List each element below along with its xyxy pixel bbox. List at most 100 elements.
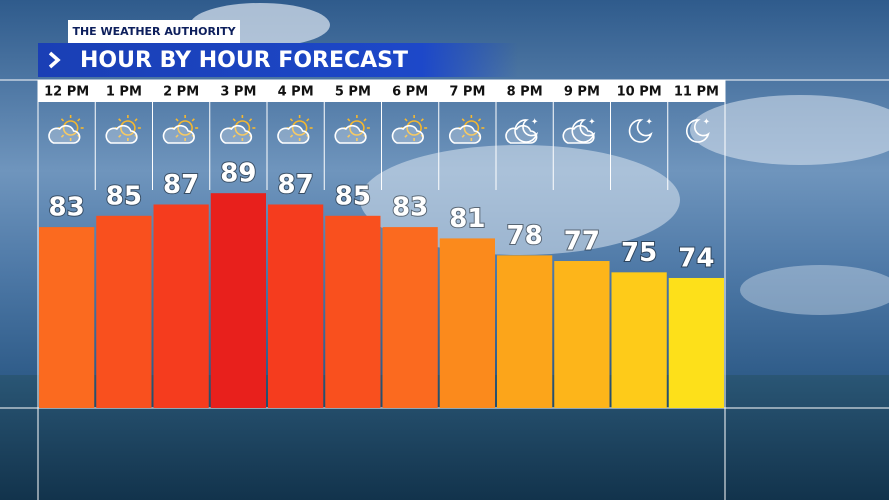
value-label: 87 (278, 170, 314, 200)
sun-ray (347, 118, 351, 122)
cloud (360, 145, 680, 255)
cloud (391, 124, 424, 144)
star: ✦ (531, 118, 539, 128)
weather-icon: ✦ (505, 118, 539, 144)
weather-icon (391, 115, 428, 144)
x-tick-label: 11 PM (674, 85, 719, 100)
sun-ray (404, 118, 408, 122)
value-label: 83 (392, 193, 428, 223)
moon (571, 119, 596, 143)
sun (120, 120, 136, 136)
sun-ray (134, 118, 138, 122)
x-tick-label: 5 PM (335, 85, 371, 100)
moon (686, 119, 710, 143)
cloud (48, 124, 81, 144)
x-tick-label: 7 PM (449, 85, 485, 100)
value-label: 83 (49, 193, 85, 223)
bar (325, 215, 381, 408)
sun (234, 120, 251, 136)
cloud (448, 124, 482, 144)
value-label: 75 (621, 238, 657, 268)
cloud (505, 124, 538, 144)
x-tick-label: 10 PM (617, 85, 662, 100)
sun-ray (232, 118, 236, 122)
sun-ray (248, 118, 253, 122)
sun-ray (191, 118, 195, 122)
sun-ray (347, 134, 351, 138)
bar (39, 227, 95, 408)
sun-ray (363, 118, 367, 122)
cloud (162, 124, 195, 144)
sun-ray (60, 134, 65, 138)
sun-ray (289, 118, 294, 122)
bar (554, 261, 610, 408)
sun (463, 120, 480, 136)
sun (177, 120, 193, 136)
bar (497, 255, 553, 408)
weather-icon (334, 115, 370, 144)
weather-icon (448, 115, 485, 144)
sun-ray (477, 118, 482, 122)
sun (291, 120, 308, 136)
value-label: 77 (564, 227, 600, 257)
x-tick-label: 6 PM (392, 85, 428, 100)
star: ✦ (645, 118, 653, 128)
sun (349, 120, 365, 136)
sun-ray (60, 118, 65, 122)
sun-ray (420, 118, 424, 122)
bar (668, 277, 724, 408)
sun-ray (289, 134, 294, 138)
x-tick-label: 1 PM (106, 85, 142, 100)
weather-icon (48, 115, 84, 144)
value-label: 85 (335, 181, 371, 211)
moon (514, 119, 539, 143)
cloud (105, 124, 138, 144)
x-tick-label: 12 PM (44, 85, 89, 100)
sun-ray (404, 134, 408, 138)
cloud (277, 124, 310, 144)
moon (628, 119, 653, 143)
cloud (562, 124, 595, 144)
weather-icon (219, 115, 256, 144)
bar (382, 227, 438, 408)
star: ✦ (703, 118, 711, 128)
sun-ray (118, 118, 122, 122)
cloud (219, 124, 253, 144)
x-tick-label: 4 PM (278, 85, 314, 100)
weather-icon (105, 115, 141, 144)
sun-ray (175, 134, 179, 138)
x-tick-label: 8 PM (507, 85, 543, 100)
sun-ray (461, 134, 465, 138)
cloud (690, 95, 889, 165)
x-tick-label: 3 PM (220, 85, 256, 100)
brand-box (68, 20, 240, 43)
value-label: 74 (678, 243, 714, 273)
title-bar (38, 43, 518, 77)
value-label: 87 (163, 170, 199, 200)
bar (96, 215, 152, 408)
sun-ray (118, 134, 122, 138)
value-label: 81 (449, 204, 485, 234)
star: ✦ (588, 118, 596, 128)
cloud (334, 124, 367, 144)
sun (62, 120, 79, 136)
bar (210, 193, 266, 408)
weather-icon: ✦ (628, 118, 653, 143)
chart-title: HOUR BY HOUR FORECAST (80, 48, 408, 73)
bar (439, 238, 495, 408)
bar (268, 204, 324, 408)
sun-ray (306, 118, 310, 122)
weather-icon: ✦ (562, 118, 596, 144)
sun-ray (232, 134, 236, 138)
sun (406, 120, 422, 136)
value-label: 89 (220, 159, 256, 189)
x-tick-label: 9 PM (564, 85, 600, 100)
chevron (48, 51, 61, 69)
plot: 12 PM 83 1 PM 85 2 PM 87 3 PM 89 4 PM 87 5 PM 85 6 P… (39, 80, 724, 408)
sun-ray (77, 118, 81, 122)
weather-icon (277, 115, 313, 144)
sun-ray (461, 118, 465, 122)
bar (611, 272, 667, 408)
